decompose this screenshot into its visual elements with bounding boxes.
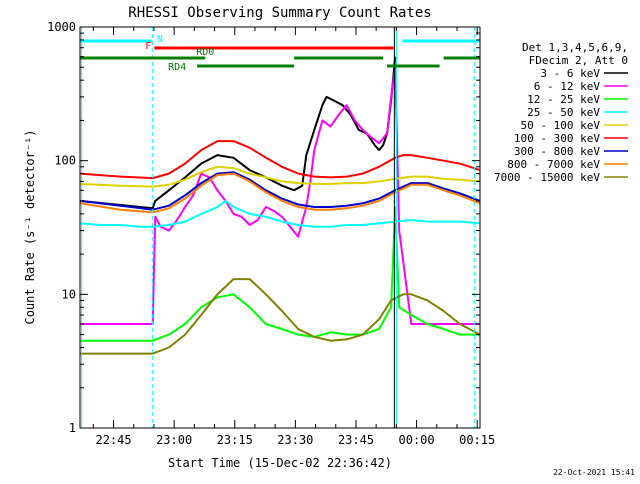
x-tick-label-23-45: 23:45 [338,433,374,447]
series-group [79,56,481,355]
x-tick-label-00-00: 00:00 [399,433,435,447]
x-tick-label-23-00: 23:00 [156,433,192,447]
legend-label-3-6-kev: 3 - 6 keV [540,67,600,80]
x-tick-label-22-45: 22:45 [95,433,131,447]
y-tick-label-1: 1 [69,421,76,435]
y-tick-label-100: 100 [54,154,76,168]
x-tick-label-23-15: 23:15 [217,433,253,447]
x-tick-label-00-15: 00:15 [459,433,495,447]
y-axis: 1 10 100 1000 [47,20,480,435]
x-axis-label: Start Time (15-Dec-02 22:36:42) [168,456,392,470]
series-line-12-25-kev [80,206,480,342]
series-line-25-50-kev [79,199,481,228]
series-line-100-300-kev [79,140,481,180]
legend-header-detectors: Det 1,3,4,5,6,9, [522,41,628,54]
event-lines-group [81,27,475,428]
legend-header-decimation: FDecim 2, Att 0 [529,54,628,67]
series-line-3-6-kev [79,56,397,210]
legend-label-100-300-kev: 100 - 300 keV [514,132,600,145]
y-axis-label: Count Rate (s⁻¹ detector⁻¹) [23,129,37,324]
x-tick-label-23-30: 23:30 [277,433,313,447]
legend-label-12-25-kev: 12 - 25 keV [527,93,600,106]
plot-frame [79,26,481,429]
legend-label-6-12-kev: 6 - 12 keV [534,80,601,93]
flag-label-f: F [145,41,151,52]
legend-label-300-800-kev: 300 - 800 keV [514,145,600,158]
series-line-50-100-kev [79,165,481,188]
series-line-7000-15000-kev [80,278,481,355]
x-axis: 22:45 23:00 23:15 23:30 23:45 00:00 00:15 [92,27,495,447]
y-tick-label-1000: 1000 [47,20,76,34]
series-line-300-800-kev [79,171,481,211]
series-line-6-12-kev [80,66,480,325]
flag-bars-group: NF RD0 RD4 [80,34,480,73]
flag-label-n: N [157,34,163,45]
y-tick-label-10: 10 [62,287,76,301]
legend-label-800-7000-kev: 800 - 7000 keV [507,158,600,171]
legend-label-7000-15000-kev: 7000 - 15000 keV [494,171,600,184]
chart-title: RHESSI Observing Summary Count Rates [128,5,431,21]
legend-label-25-50-kev: 25 - 50 keV [527,106,600,119]
flag-label-rd0: RD0 [196,47,214,58]
flag-label-rd4: RD4 [168,62,186,73]
legend: Det 1,3,4,5,6,9, FDecim 2, Att 0 3 - 6 k… [494,41,628,184]
generation-timestamp: 22-Oct-2021 15:41 [553,468,635,477]
series-line-800-7000-kev [79,172,481,214]
legend-label-50-100-kev: 50 - 100 keV [521,119,601,132]
